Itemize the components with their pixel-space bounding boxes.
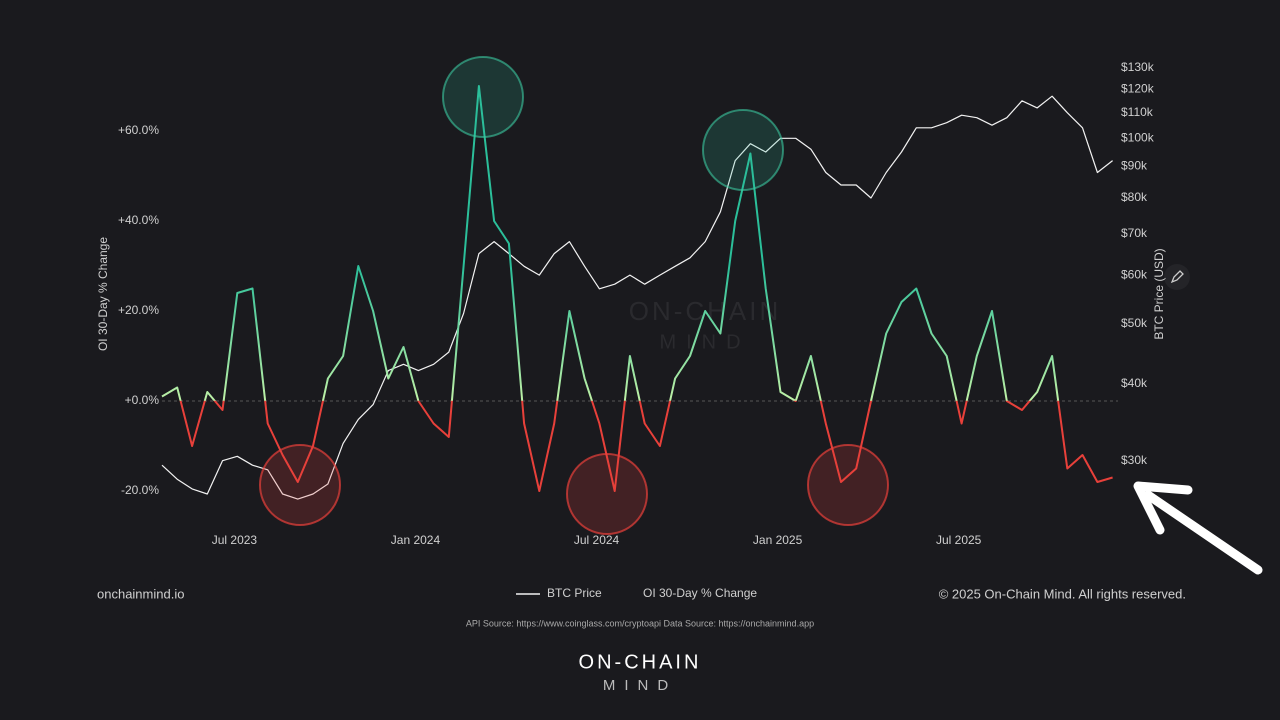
- y2-tick-label: $110k: [1121, 105, 1154, 119]
- y2-tick-label: $60k: [1121, 267, 1148, 281]
- x-tick-label: Jul 2023: [212, 533, 258, 547]
- series-line: [161, 85, 1113, 492]
- y-tick-label: -20.0%: [121, 483, 159, 497]
- edit-icon: [1170, 270, 1184, 284]
- footer-source: API Source: https://www.coinglass.com/cr…: [466, 618, 814, 628]
- y2-tick-label: $50k: [1121, 316, 1148, 330]
- logo: MIND: [603, 677, 677, 694]
- x-tick-label: Jul 2024: [574, 533, 620, 547]
- y2-tick-label: $120k: [1121, 82, 1155, 96]
- x-tick-label: Jul 2025: [936, 533, 982, 547]
- y2-tick-label: $80k: [1121, 190, 1148, 204]
- y2-tick-label: $70k: [1121, 226, 1148, 240]
- y2-tick-label: $100k: [1121, 130, 1155, 144]
- footer-site: onchainmind.io: [97, 586, 184, 601]
- y2-axis-label: BTC Price (USD): [1152, 248, 1166, 339]
- legend-label: OI 30-Day % Change: [643, 586, 757, 600]
- watermark: MIND: [659, 331, 750, 353]
- y2-tick-label: $40k: [1121, 376, 1148, 390]
- y2-tick-label: $130k: [1121, 60, 1155, 74]
- highlight-circle: [442, 56, 524, 138]
- y-tick-label: +60.0%: [118, 123, 159, 137]
- plot-area: Jul 2023 Jan 2024 Jul 2024 Jan 2025 Jul 2025…: [118, 60, 1155, 547]
- highlight-circle: [807, 444, 889, 526]
- y2-tick-label: $30k: [1121, 453, 1148, 467]
- arrow: [1133, 481, 1263, 575]
- y-tick-label: +20.0%: [118, 303, 159, 317]
- series-line: [161, 95, 1113, 500]
- logo: ON-CHAIN: [579, 651, 702, 673]
- footer-copyright: © 2025 On-Chain Mind. All rights reserve…: [939, 586, 1186, 601]
- watermark: ON-CHAIN: [629, 296, 782, 326]
- x-tick-label: Jan 2025: [753, 533, 803, 547]
- highlight-circle: [702, 109, 784, 191]
- y-tick-label: +40.0%: [118, 213, 159, 227]
- y2-tick-label: $90k: [1121, 159, 1148, 173]
- highlight-circle: [259, 444, 341, 526]
- legend-label: BTC Price: [547, 586, 602, 600]
- y-tick-label: +0.0%: [125, 393, 160, 407]
- x-tick-label: Jan 2024: [391, 533, 441, 547]
- highlight-circle: [566, 453, 648, 535]
- edit-button[interactable]: [1164, 264, 1190, 290]
- y-axis-label: OI 30-Day % Change: [96, 237, 110, 351]
